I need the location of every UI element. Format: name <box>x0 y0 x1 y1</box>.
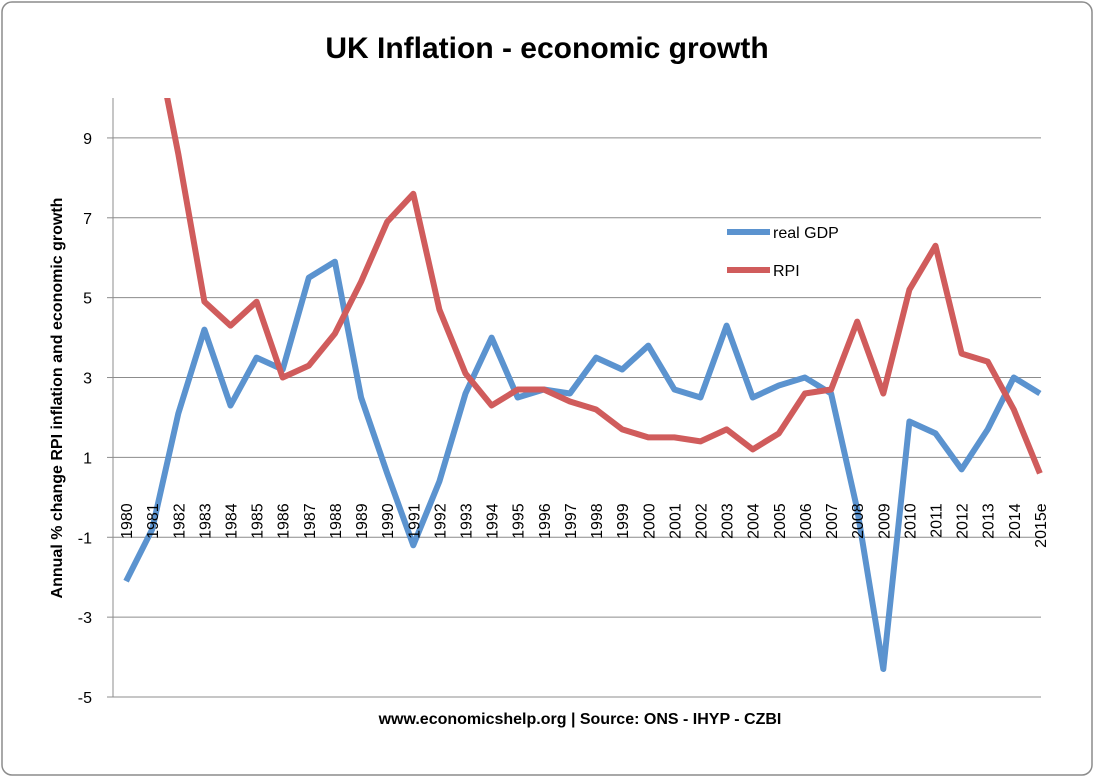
x-tick-label: 1992 <box>432 503 449 539</box>
y-tick-label: 5 <box>83 291 92 308</box>
x-tick-label: 1993 <box>459 503 476 539</box>
y-tick-label: 3 <box>83 371 92 388</box>
x-tick-label: 1990 <box>380 503 397 539</box>
x-tick-label: 2000 <box>641 503 658 539</box>
x-tick-label: 2004 <box>746 503 763 539</box>
x-tick-label: 1984 <box>224 503 241 539</box>
x-tick-label: 1988 <box>328 503 345 539</box>
x-tick-label: 2012 <box>955 503 972 539</box>
x-tick-label: 2002 <box>694 503 711 539</box>
x-tick-label: 2015e <box>1033 503 1050 548</box>
x-tick-label: 1995 <box>511 503 528 539</box>
y-tick-label: 1 <box>83 450 92 467</box>
x-tick-label: 1998 <box>589 503 606 539</box>
x-tick-label: 1991 <box>406 503 423 539</box>
x-tick-label: 2005 <box>772 503 789 539</box>
y-tick-label: -3 <box>78 610 92 627</box>
x-tick-label: 2007 <box>824 503 841 539</box>
x-tick-label: 2011 <box>929 503 946 538</box>
y-tick-label: 9 <box>83 131 92 148</box>
x-tick-label: 1982 <box>171 503 188 539</box>
x-tick-label: 1983 <box>197 503 214 539</box>
x-tick-label: 2010 <box>902 503 919 539</box>
x-tick-label: 1986 <box>276 503 293 539</box>
chart-title: UK Inflation - economic growth <box>325 32 768 65</box>
series-line <box>164 98 1043 475</box>
x-tick-label: 2006 <box>798 503 815 539</box>
x-tick-label: 1999 <box>615 503 632 539</box>
x-tick-label: 1996 <box>537 503 554 539</box>
x-tick-label: 2009 <box>876 503 893 539</box>
y-axis-label: Annual % change RPI inflation and econom… <box>49 198 66 599</box>
x-tick-label: 2003 <box>720 503 737 539</box>
legend-label: real GDP <box>773 225 839 242</box>
x-tick-label: 1987 <box>302 503 319 539</box>
x-tick-label: 2014 <box>1007 503 1024 539</box>
x-axis-label: www.economicshelp.org | Source: ONS - IH… <box>378 711 782 728</box>
x-tick-label: 2001 <box>667 503 684 539</box>
y-tick-label: -5 <box>78 690 92 707</box>
x-tick-label: 1994 <box>485 503 502 539</box>
plot-area <box>123 98 1043 672</box>
x-tick-label: 1980 <box>119 503 136 539</box>
x-tick-label: 1997 <box>563 503 580 539</box>
x-tick-label: 1981 <box>145 503 162 539</box>
y-tick-label: 7 <box>83 211 92 228</box>
x-tick-label: 1989 <box>354 503 371 539</box>
x-tick-label: 1985 <box>250 503 267 539</box>
x-tick-label: 2008 <box>850 503 867 539</box>
y-tick-label: -1 <box>78 530 92 547</box>
labels: -5 -3 -1 1 3 5 7 9 1980 1981 1982 1983 1984 1985 1986 1… <box>78 131 1050 707</box>
legend-label: RPI <box>773 263 800 280</box>
grid <box>107 98 1041 698</box>
x-tick-label: 2013 <box>981 503 998 539</box>
